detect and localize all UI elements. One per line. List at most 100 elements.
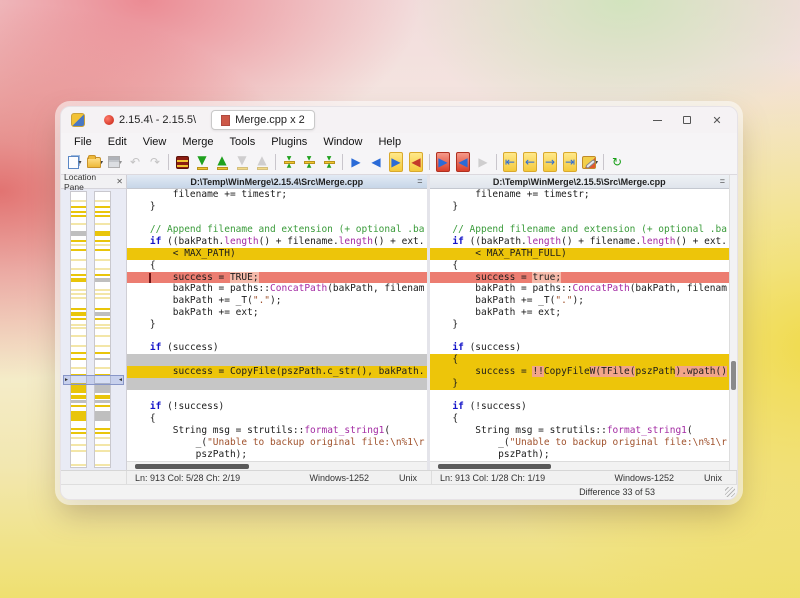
code-line[interactable]: pszPath); (127, 449, 427, 461)
code-area-left[interactable]: filename += timestr; } // Append filenam… (127, 189, 427, 461)
code-line[interactable]: filename += timestr; (127, 189, 427, 201)
code-line[interactable]: if (success) (127, 342, 427, 354)
location-view-window[interactable]: ► ◄ (63, 375, 124, 385)
code-line[interactable]: bakPath += _T("."); (430, 295, 730, 307)
code-line[interactable]: if (success) (430, 342, 730, 354)
code-line[interactable]: if ((bakPath.length() + filename.length(… (127, 236, 427, 248)
code-line[interactable]: { (429, 354, 729, 366)
open-button[interactable]: ▾ (85, 152, 105, 173)
code-line[interactable]: success = TRUE; (127, 271, 427, 284)
previous-file-button[interactable]: ← (520, 152, 540, 173)
menu-item-tools[interactable]: Tools (229, 135, 256, 148)
code-line[interactable]: _("Unable to backup original file:\n%1\r (127, 437, 427, 449)
v-scrollbar-thumb[interactable] (731, 360, 736, 391)
menu-item-view[interactable]: View (142, 135, 167, 148)
copy-right-advance-button[interactable]: ▶ (386, 152, 406, 173)
code-line[interactable]: // Append filename and extension (+ opti… (430, 224, 730, 236)
code-line[interactable]: } (127, 319, 427, 331)
h-scrollbar-right[interactable] (429, 461, 729, 470)
copy-left-button[interactable]: ◀ (366, 152, 386, 173)
code-line[interactable] (430, 390, 730, 402)
previous-conflict-button[interactable]: ▲ (252, 152, 272, 173)
code-line[interactable] (127, 377, 427, 390)
tab-file-compare[interactable]: Merge.cpp x 2 (211, 110, 315, 130)
code-line[interactable] (127, 331, 427, 343)
menu-item-plugins[interactable]: Plugins (271, 135, 308, 148)
code-line[interactable]: if (!success) (127, 401, 427, 413)
code-line[interactable]: { (430, 413, 730, 425)
code-line[interactable]: } (430, 201, 730, 213)
code-line[interactable] (127, 390, 427, 402)
pane-header-right[interactable]: D:\Temp\WinMerge\2.15.5\Src\Merge.cpp = (429, 175, 729, 189)
h-scrollbar-thumb-left[interactable] (135, 464, 249, 469)
next-difference-button[interactable]: ▼ (192, 152, 212, 173)
first-file-button[interactable]: ⇤ (500, 152, 520, 173)
diff-context-button[interactable] (172, 152, 192, 173)
code-line[interactable]: success = !!CopyFileW(TFile(pszPath).wpa… (429, 365, 729, 378)
code-line[interactable]: bakPath = paths::ConcatPath(bakPath, fil… (430, 283, 730, 295)
close-button[interactable]: ✕ (712, 114, 722, 127)
v-scrollbar[interactable] (729, 175, 737, 470)
code-line[interactable]: { (127, 413, 427, 425)
refresh-button[interactable]: ↻ (607, 152, 627, 173)
location-strip-left[interactable] (70, 191, 87, 468)
code-line[interactable]: { (430, 260, 730, 272)
menu-item-file[interactable]: File (74, 135, 92, 148)
copy-all-right-button[interactable]: ▶ (433, 152, 453, 173)
redo-button[interactable]: ↷ (145, 152, 165, 173)
code-line[interactable]: if ((bakPath.length() + filename.length(… (430, 236, 730, 248)
code-line[interactable]: } (430, 319, 730, 331)
code-line[interactable]: success = true; (429, 271, 729, 284)
tab-folder-compare[interactable]: 2.15.4\ - 2.15.5\ (95, 110, 205, 130)
auto-merge-button[interactable]: ▶ (473, 152, 493, 173)
options-button[interactable]: ▾ (580, 152, 600, 173)
code-line[interactable]: _("Unable to backup original file:\n%1\r (430, 437, 730, 449)
h-scrollbar-thumb-right[interactable] (437, 464, 552, 469)
menu-item-edit[interactable]: Edit (107, 135, 127, 148)
code-line[interactable] (430, 213, 730, 225)
pane-menu-icon-left[interactable]: = (417, 176, 423, 186)
copy-left-advance-button[interactable]: ◀ (406, 152, 426, 173)
code-area-right[interactable]: filename += timestr; } // Append filenam… (429, 189, 730, 461)
previous-difference-button[interactable]: ▲ (212, 152, 232, 173)
location-pane-close-icon[interactable]: ✕ (116, 177, 123, 186)
code-line[interactable]: pszPath); (430, 449, 730, 461)
code-line[interactable]: bakPath = paths::ConcatPath(bakPath, fil… (127, 283, 427, 295)
minimize-button[interactable] (651, 114, 663, 126)
pane-menu-icon-right[interactable]: = (719, 176, 725, 186)
save-button[interactable]: ▾ (105, 152, 125, 173)
copy-right-button[interactable]: ▶ (346, 152, 366, 173)
menu-item-window[interactable]: Window (323, 135, 363, 148)
code-line[interactable]: bakPath += ext; (430, 307, 730, 319)
resize-grip[interactable] (725, 487, 735, 497)
current-difference-button[interactable]: ▼ ▲ (299, 152, 319, 173)
code-line[interactable]: { (127, 260, 427, 272)
last-file-button[interactable]: ⇥ (560, 152, 580, 173)
code-line[interactable]: < MAX_PATH_FULL) (429, 247, 729, 260)
new-button[interactable]: ▾ (65, 152, 85, 173)
menu-item-merge[interactable]: Merge (182, 135, 214, 148)
code-line[interactable]: bakPath += _T("."); (127, 295, 427, 307)
location-strip-right[interactable] (94, 191, 111, 468)
next-conflict-button[interactable]: ▼ (232, 152, 252, 173)
code-line[interactable]: filename += timestr; (430, 189, 730, 201)
code-line[interactable]: < MAX_PATH) (127, 247, 427, 260)
code-line[interactable]: } (429, 377, 729, 390)
copy-all-left-button[interactable]: ◀ (453, 152, 473, 173)
location-pane-body[interactable]: ► ◄ (61, 189, 126, 470)
code-line[interactable]: if (!success) (430, 401, 730, 413)
last-difference-button[interactable]: ▼ ▲ (319, 152, 339, 173)
next-file-button[interactable]: → (540, 152, 560, 173)
first-difference-button[interactable]: ▼ ▲ (279, 152, 299, 173)
code-line[interactable]: // Append filename and extension (+ opti… (127, 224, 427, 236)
code-line[interactable]: } (127, 201, 427, 213)
code-line[interactable]: success = CopyFile(pszPath.c_str(), bakP… (127, 365, 427, 378)
code-line[interactable]: String msg = strutils::format_string1( (430, 425, 730, 437)
maximize-button[interactable] (681, 114, 693, 126)
code-line[interactable] (127, 354, 427, 366)
undo-button[interactable]: ↶ (125, 152, 145, 173)
code-line[interactable] (127, 213, 427, 225)
code-line[interactable]: String msg = strutils::format_string1( (127, 425, 427, 437)
code-line[interactable]: bakPath += ext; (127, 307, 427, 319)
menu-item-help[interactable]: Help (378, 135, 402, 148)
